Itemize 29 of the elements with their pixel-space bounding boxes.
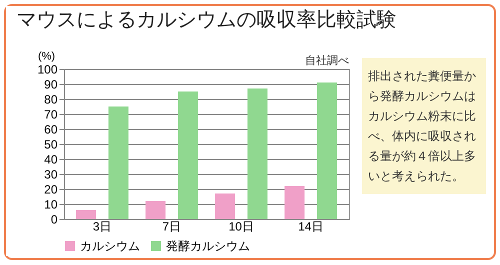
chart-title: マウスによるカルシウムの吸収率比較試験 bbox=[16, 7, 396, 31]
bar bbox=[215, 194, 236, 219]
y-tick-label: 50 bbox=[44, 138, 58, 152]
y-tick-label: 40 bbox=[44, 152, 58, 166]
y-tick-label: 60 bbox=[44, 122, 58, 136]
y-axis-title: (%) bbox=[38, 50, 56, 62]
bar bbox=[178, 92, 198, 219]
text: 排出された糞便量から発酵カルシウムはカルシウム粉末に比べ、体内に吸収される量が約４倍以上多いと考えられた。 bbox=[362, 58, 486, 194]
chart-subtitle: 自社調べ bbox=[305, 54, 349, 67]
y-tick-label: 20 bbox=[44, 182, 58, 196]
x-tick-label: 7日 bbox=[162, 220, 182, 234]
y-tick-label: 80 bbox=[44, 92, 58, 106]
bar bbox=[146, 201, 166, 219]
bar bbox=[284, 186, 305, 219]
bar bbox=[108, 106, 128, 219]
x-tick-label: 3日 bbox=[92, 220, 112, 234]
bar bbox=[247, 88, 268, 219]
bar bbox=[316, 82, 337, 219]
legend-label: 発酵カルシウム bbox=[166, 239, 250, 253]
y-tick-label: 70 bbox=[44, 108, 58, 122]
x-tick-label: 14日 bbox=[298, 220, 324, 234]
y-tick-label: 10 bbox=[44, 198, 58, 212]
y-tick-label: 30 bbox=[44, 168, 58, 182]
legend-label: カルシウム bbox=[80, 239, 140, 253]
y-tick-label: 0 bbox=[50, 212, 58, 226]
y-tick-label: 90 bbox=[44, 78, 58, 92]
x-tick-label: 10日 bbox=[228, 220, 254, 234]
y-tick-label: 100 bbox=[37, 62, 58, 76]
bar bbox=[76, 210, 96, 219]
